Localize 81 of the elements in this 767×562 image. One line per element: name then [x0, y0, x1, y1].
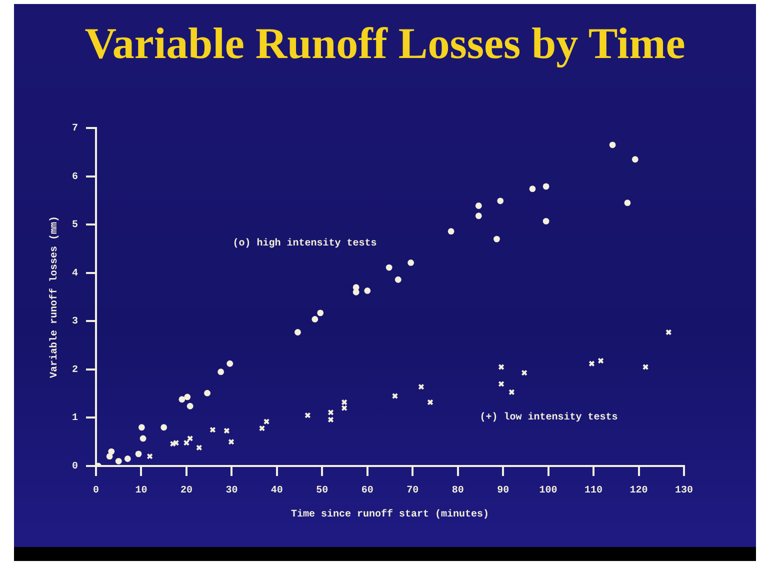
point	[146, 453, 153, 460]
point	[160, 424, 168, 431]
y-tick-label: 6	[72, 172, 78, 183]
point	[427, 399, 434, 406]
point	[666, 329, 672, 336]
point	[108, 448, 115, 455]
y-tick-label: 7	[72, 124, 78, 135]
point	[204, 390, 210, 396]
x-tick-label: 10	[135, 486, 148, 497]
point	[392, 392, 398, 400]
point	[497, 198, 504, 204]
point	[224, 428, 230, 434]
point	[218, 368, 224, 376]
point	[352, 284, 360, 291]
point	[263, 418, 270, 425]
x-tick-label: 40	[270, 486, 283, 497]
point	[258, 425, 266, 432]
y-tick-label: 2	[72, 364, 78, 376]
point	[624, 200, 631, 206]
x-tick-label: 80	[452, 486, 464, 497]
chart-title: Variable Runoff Losses by Time	[84, 18, 686, 69]
point	[529, 186, 536, 192]
x-tick-label: 130	[674, 486, 694, 497]
x-tick-label: 50	[316, 486, 328, 497]
x-tick-label: 70	[406, 486, 419, 497]
point	[138, 424, 145, 431]
x-tick-label: 20	[180, 486, 192, 497]
point	[115, 458, 122, 464]
point	[172, 440, 180, 446]
point	[632, 156, 638, 163]
y-tick-label: 1	[72, 413, 78, 424]
point	[609, 142, 616, 148]
point	[140, 435, 146, 442]
point	[394, 276, 402, 283]
x-axis-title: Time since runoff start (minutes)	[290, 508, 490, 521]
point	[508, 389, 515, 396]
y-tick-label: 5	[72, 220, 78, 232]
point	[304, 412, 311, 418]
point	[475, 202, 482, 209]
point	[178, 396, 186, 403]
x-tick-label: 30	[226, 486, 238, 497]
point	[588, 360, 595, 367]
x-tick-label: 100	[539, 486, 558, 497]
x-tick-label: 90	[497, 486, 510, 497]
point	[186, 402, 194, 410]
y-tick-label: 3	[72, 316, 78, 328]
point	[226, 360, 234, 367]
point	[312, 316, 318, 322]
y-axis-title: Variable runoff losses (mm)	[48, 216, 61, 378]
x-tick-label: 60	[361, 486, 374, 497]
x-tick-label: 0	[92, 486, 100, 497]
point	[184, 394, 191, 400]
point	[494, 236, 500, 242]
point	[642, 364, 649, 370]
x-tick-label: 120	[630, 486, 648, 497]
point	[521, 370, 528, 376]
point	[542, 183, 550, 190]
point	[598, 358, 604, 364]
point	[294, 329, 301, 336]
annotation: (o) high intensity tests	[232, 237, 377, 250]
point	[542, 218, 550, 224]
point	[418, 384, 424, 390]
point	[196, 444, 202, 451]
point	[210, 426, 216, 433]
y-tick-label: 4	[72, 268, 78, 280]
point	[317, 310, 324, 316]
y-tick-label: 0	[72, 462, 78, 473]
point	[364, 288, 371, 294]
point	[135, 450, 142, 458]
point	[228, 438, 234, 445]
point	[124, 456, 131, 462]
point	[170, 440, 176, 447]
point	[386, 264, 392, 271]
point	[448, 228, 454, 235]
point	[498, 364, 504, 370]
point	[186, 435, 194, 442]
point	[498, 380, 504, 388]
point	[475, 212, 482, 220]
annotation: (+) low intensity tests	[480, 412, 618, 424]
x-tick-label: 110	[584, 486, 603, 497]
point	[408, 260, 414, 266]
